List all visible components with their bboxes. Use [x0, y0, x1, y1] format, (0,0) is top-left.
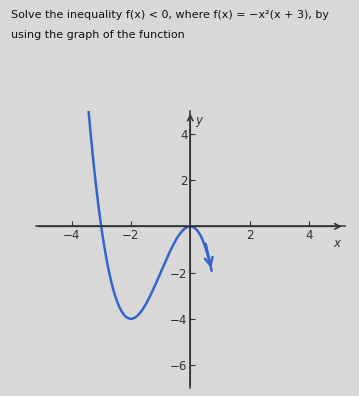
- Text: x: x: [333, 237, 340, 250]
- Text: y: y: [196, 114, 202, 128]
- Text: using the graph of the function: using the graph of the function: [11, 30, 185, 40]
- Text: Solve the inequality f(x) < 0, where f(x) = −x²(x + 3), by: Solve the inequality f(x) < 0, where f(x…: [11, 10, 329, 20]
